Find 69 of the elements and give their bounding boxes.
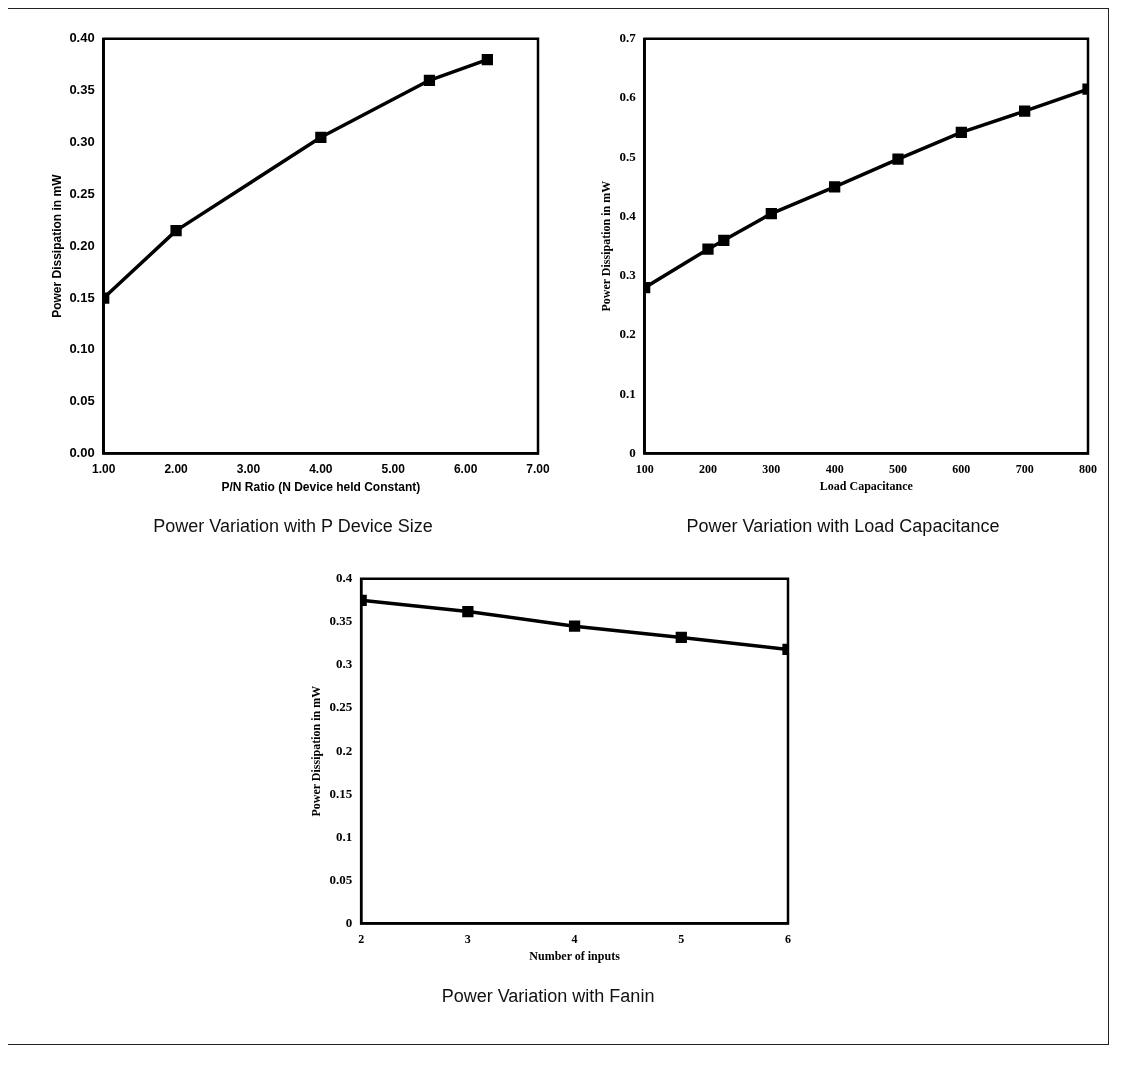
- y-axis-title: Power Dissipation in mW: [309, 685, 324, 817]
- point: [765, 207, 777, 220]
- y-tick-label: 0.35: [69, 82, 95, 98]
- x-tick-label: 200: [698, 461, 717, 476]
- point: [170, 225, 182, 237]
- y-tick-label: 0.15: [329, 785, 353, 801]
- x-tick-label: 500: [888, 461, 907, 476]
- y-tick-label: 0.5: [619, 148, 637, 164]
- x-tick-label: 2: [358, 931, 365, 946]
- point: [462, 605, 474, 618]
- y-tick-label: 0.2: [619, 326, 636, 342]
- x-tick-label: 600: [952, 461, 971, 476]
- y-tick-label: 0.25: [69, 185, 95, 201]
- point: [718, 234, 730, 246]
- x-axis-title: P/N Ratio (N Device held Constant): [221, 479, 421, 494]
- y-tick-label: 0.4: [335, 570, 353, 586]
- point: [892, 153, 904, 165]
- x-tick-label: 5.00: [381, 462, 406, 477]
- y-tick-label: 0.3: [335, 656, 353, 672]
- x-tick-label: 800: [1079, 461, 1097, 476]
- y-tick-label: 0.20: [69, 237, 95, 253]
- x-tick-label: 700: [1015, 461, 1034, 476]
- y-tick-label: 0.05: [69, 393, 95, 409]
- y-tick-label: 0.05: [329, 871, 353, 887]
- y-tick-label: 0: [629, 444, 636, 460]
- x-tick-label: 300: [762, 461, 781, 476]
- point: [955, 126, 967, 139]
- x-axis-title: Number of inputs: [529, 949, 621, 964]
- x-tick-label: 400: [825, 461, 844, 476]
- y-tick-label: 0.4: [619, 207, 637, 223]
- y-tick-label: 0.25: [329, 699, 353, 715]
- point: [1019, 105, 1031, 117]
- point: [568, 620, 581, 632]
- x-tick-label: 6: [785, 931, 791, 946]
- text: Power Variation with Fanin: [441, 986, 655, 1007]
- x-tick-label: 100: [635, 461, 654, 476]
- y-tick-label: 0.6: [619, 89, 637, 105]
- y-tick-label: 0.35: [329, 613, 353, 629]
- x-tick-label: 2.00: [164, 462, 189, 477]
- x-tick-label: 7.00: [526, 462, 550, 477]
- x-axis-title: Load Capacitance: [819, 479, 914, 494]
- y-axis-title: Power Dissipation in mW: [599, 180, 614, 312]
- y-tick-label: 0.10: [69, 341, 95, 357]
- y-tick-label: 0.40: [69, 30, 95, 46]
- point: [423, 74, 436, 86]
- y-tick-label: 0.15: [69, 289, 95, 305]
- y-tick-label: 0.30: [69, 134, 95, 150]
- y-axis-title: Power Dissipation in mW: [49, 173, 64, 318]
- text: Power Variation with P Device Size: [153, 516, 433, 537]
- y-tick-label: 0.1: [619, 385, 636, 401]
- x-tick-label: 4.00: [309, 462, 333, 477]
- x-tick-label: 3: [464, 931, 471, 946]
- y-tick-label: 0.00: [69, 445, 95, 461]
- x-tick-label: 1.00: [92, 462, 116, 477]
- point: [481, 53, 493, 66]
- x-tick-label: 3.00: [236, 462, 261, 477]
- x-tick-label: 5: [678, 931, 685, 946]
- y-tick-label: 0.2: [335, 742, 353, 758]
- x-tick-label: 6.00: [453, 462, 478, 477]
- y-tick-label: 0: [345, 914, 353, 930]
- y-tick-label: 0.3: [619, 267, 637, 283]
- point: [675, 631, 687, 644]
- y-tick-label: 0.1: [335, 828, 353, 844]
- point: [829, 181, 841, 193]
- x-tick-label: 4: [571, 931, 578, 946]
- point: [315, 131, 327, 143]
- text: Power Variation with Load Capacitance: [686, 516, 1000, 537]
- y-tick-label: 0.7: [619, 30, 637, 46]
- point: [702, 243, 714, 255]
